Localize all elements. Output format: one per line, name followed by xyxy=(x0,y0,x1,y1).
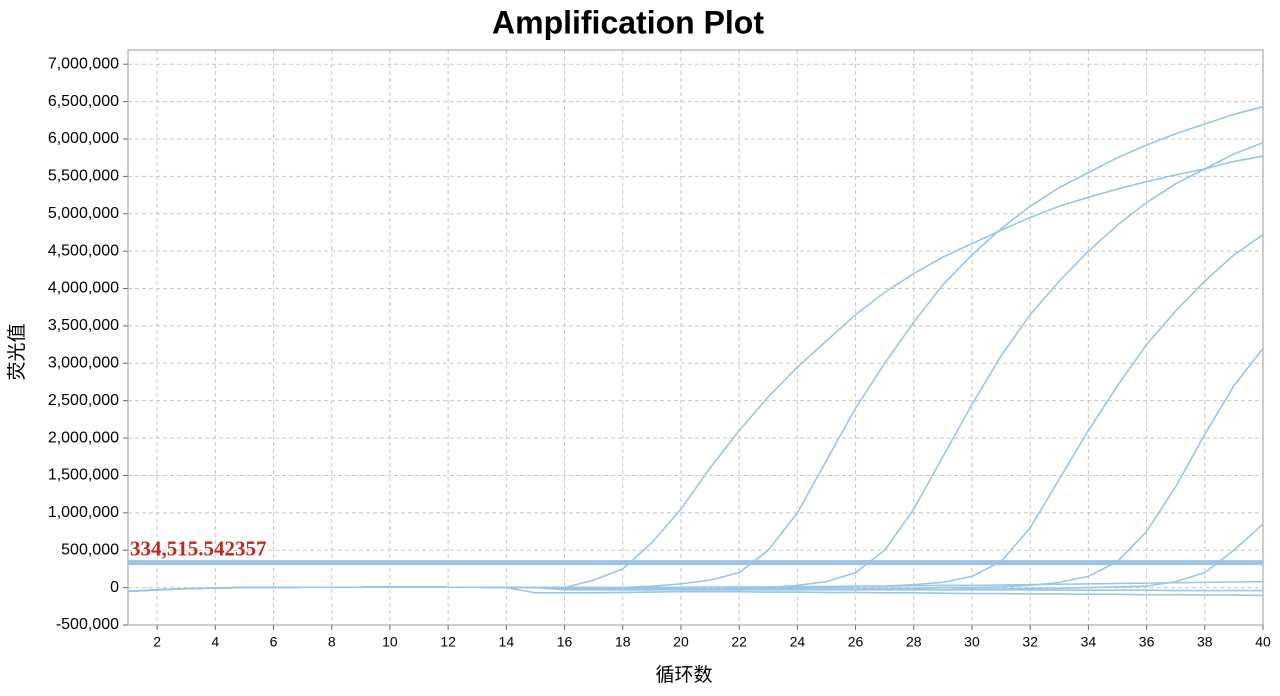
x-tick-label: 30 xyxy=(964,634,980,650)
x-tick-label: 24 xyxy=(790,634,806,650)
x-tick-label: 10 xyxy=(382,634,398,650)
y-tick-label: 6,500,000 xyxy=(48,93,119,110)
chart-title: Amplification Plot xyxy=(492,4,764,40)
x-tick-label: 16 xyxy=(557,634,573,650)
x-tick-label: 34 xyxy=(1081,634,1097,650)
x-tick-label: 36 xyxy=(1139,634,1155,650)
x-tick-label: 20 xyxy=(673,634,689,650)
x-tick-label: 32 xyxy=(1022,634,1038,650)
x-tick-label: 14 xyxy=(499,634,515,650)
series-line xyxy=(127,141,1264,593)
y-tick-label: 4,000,000 xyxy=(48,280,119,297)
series-line xyxy=(127,347,1264,593)
y-tick-label: 2,000,000 xyxy=(48,429,119,446)
y-tick-label: 7,000,000 xyxy=(48,55,119,72)
y-tick-label: 3,500,000 xyxy=(48,317,119,334)
series-line xyxy=(127,586,1263,593)
y-tick-label: 0 xyxy=(110,579,119,596)
x-tick-label: 22 xyxy=(731,634,747,650)
x-tick-label: 4 xyxy=(211,634,219,650)
y-tick-label: 1,500,000 xyxy=(48,467,119,484)
series-line xyxy=(127,155,1264,593)
x-tick-label: 38 xyxy=(1197,634,1213,650)
y-tick-label: 1,000,000 xyxy=(48,504,119,521)
x-tick-label: 40 xyxy=(1255,634,1271,650)
y-tick-label: 5,500,000 xyxy=(48,168,119,185)
y-tick-label: 6,000,000 xyxy=(48,130,119,147)
y-tick-label: 2,500,000 xyxy=(48,392,119,409)
y-tick-label: 3,000,000 xyxy=(48,355,119,372)
y-tick-label: 500,000 xyxy=(61,541,119,558)
series-line xyxy=(127,106,1264,593)
y-tick-label: 5,000,000 xyxy=(48,205,119,222)
plot-frame xyxy=(127,49,1264,626)
x-tick-label: 28 xyxy=(906,634,922,650)
x-tick-label: 2 xyxy=(153,634,161,650)
x-axis-label: 循环数 xyxy=(655,664,712,686)
x-tick-label: 26 xyxy=(848,634,864,650)
x-tick-label: 18 xyxy=(615,634,631,650)
y-tick-label: -500,000 xyxy=(56,616,119,633)
x-tick-label: 6 xyxy=(270,634,278,650)
y-tick-label: 4,500,000 xyxy=(48,242,119,259)
threshold-label: 334,515.542357 xyxy=(130,536,267,560)
y-axis-label: 荧光值 xyxy=(6,323,28,380)
x-tick-label: 8 xyxy=(328,634,336,650)
x-tick-label: 12 xyxy=(440,634,456,650)
